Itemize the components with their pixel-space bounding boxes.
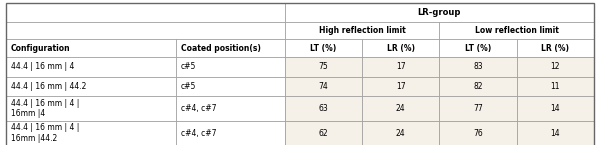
Text: 17: 17 (396, 62, 406, 71)
Text: 24: 24 (396, 104, 406, 113)
Text: 83: 83 (473, 62, 483, 71)
Text: 75: 75 (319, 62, 328, 71)
Bar (284, 3, 594, 22)
Bar (176, 39, 284, 57)
Text: 63: 63 (319, 104, 328, 113)
Bar (362, 96, 439, 121)
Bar (439, 77, 517, 96)
Bar (176, 77, 284, 96)
Bar (439, 22, 594, 39)
Text: High reflection limit: High reflection limit (319, 26, 405, 35)
Bar (176, 96, 284, 121)
Text: 24: 24 (396, 129, 406, 138)
Text: 77: 77 (473, 104, 483, 113)
Bar (362, 57, 439, 77)
Text: LR-group: LR-group (418, 8, 461, 17)
Text: c#5: c#5 (181, 62, 196, 71)
Text: 62: 62 (319, 129, 328, 138)
Text: 44.4 | 16 mm | 44.2: 44.4 | 16 mm | 44.2 (11, 82, 86, 91)
Text: 44.4 | 16 mm | 4: 44.4 | 16 mm | 4 (11, 62, 74, 71)
Text: 14: 14 (551, 104, 560, 113)
Bar (362, 77, 439, 96)
Text: 12: 12 (551, 62, 560, 71)
Bar (439, 121, 517, 145)
Bar (6, 3, 284, 22)
Bar (284, 77, 362, 96)
Text: Low reflection limit: Low reflection limit (475, 26, 559, 35)
Bar (517, 77, 594, 96)
Bar (517, 39, 594, 57)
Bar (439, 96, 517, 121)
Text: c#4, c#7: c#4, c#7 (181, 129, 217, 138)
Text: 44.4 | 16 mm | 4 |
16mm |44.2: 44.4 | 16 mm | 4 | 16mm |44.2 (11, 123, 79, 143)
Bar (284, 22, 439, 39)
Bar (362, 39, 439, 57)
Bar (517, 57, 594, 77)
Bar (517, 121, 594, 145)
Bar (517, 96, 594, 121)
Bar (284, 39, 362, 57)
Text: 74: 74 (319, 82, 328, 91)
Bar (6, 22, 284, 39)
Bar (439, 57, 517, 77)
Text: 82: 82 (473, 82, 482, 91)
Text: LT (%): LT (%) (310, 44, 337, 53)
Text: 76: 76 (473, 129, 483, 138)
Bar (6, 77, 176, 96)
Bar (6, 39, 176, 57)
Text: Configuration: Configuration (11, 44, 70, 53)
Text: c#5: c#5 (181, 82, 196, 91)
Bar (439, 39, 517, 57)
Text: 11: 11 (551, 82, 560, 91)
Text: 17: 17 (396, 82, 406, 91)
Text: LR (%): LR (%) (541, 44, 569, 53)
Text: Coated position(s): Coated position(s) (181, 44, 261, 53)
Text: LT (%): LT (%) (465, 44, 491, 53)
Bar (176, 57, 284, 77)
Text: c#4, c#7: c#4, c#7 (181, 104, 217, 113)
Bar (176, 121, 284, 145)
Text: 44.4 | 16 mm | 4 |
16mm |4: 44.4 | 16 mm | 4 | 16mm |4 (11, 99, 79, 118)
Text: 14: 14 (551, 129, 560, 138)
Bar (284, 96, 362, 121)
Bar (284, 121, 362, 145)
Bar (6, 96, 176, 121)
Bar (6, 57, 176, 77)
Bar (6, 121, 176, 145)
Text: LR (%): LR (%) (386, 44, 415, 53)
Bar (284, 57, 362, 77)
Bar (362, 121, 439, 145)
